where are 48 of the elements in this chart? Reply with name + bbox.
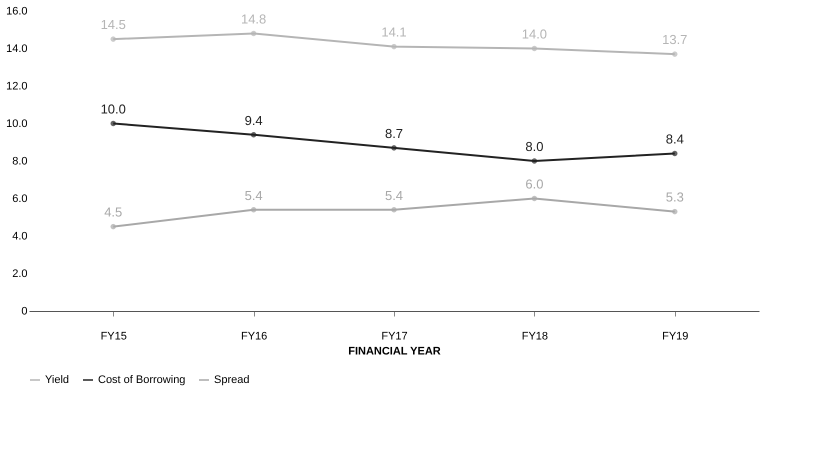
x-tick-label: FY15 — [100, 330, 127, 342]
data-label: 14.5 — [100, 17, 126, 32]
point — [532, 196, 538, 202]
point — [532, 158, 538, 164]
point — [391, 145, 397, 151]
data-label: 14.1 — [381, 24, 407, 40]
x-tick-label: FY18 — [522, 330, 548, 342]
legend-label: Yield — [45, 374, 70, 386]
point — [110, 224, 116, 230]
data-label: 9.4 — [244, 112, 263, 128]
data-label: 8.4 — [666, 132, 684, 146]
data-label: 14.0 — [522, 26, 548, 42]
legend-label: Spread — [214, 374, 250, 386]
y-tick-label: 14.0 — [6, 43, 28, 55]
y-tick-label: 6.0 — [12, 193, 28, 205]
y-tick-label: 16.0 — [6, 6, 28, 18]
point — [110, 120, 116, 126]
point — [391, 207, 397, 212]
y-tick-label: 10.0 — [6, 118, 28, 130]
point — [672, 150, 678, 156]
x-tick-label: FY19 — [662, 330, 688, 342]
point — [532, 46, 538, 52]
data-label: 5.4 — [384, 188, 404, 203]
data-label: 8.7 — [384, 126, 404, 141]
data-label: 10.0 — [100, 102, 126, 116]
point — [672, 51, 678, 57]
point — [250, 30, 256, 36]
y-tick-label: 8.0 — [12, 156, 28, 168]
y-tick-label: 0 — [21, 306, 28, 318]
data-label: 8.0 — [525, 139, 544, 154]
y-tick-label: 4.0 — [12, 230, 28, 242]
data-label: 6.0 — [525, 176, 544, 192]
legend-label: Cost of Borrowing — [98, 374, 186, 386]
y-tick-label: 12.0 — [6, 80, 28, 92]
data-label: 5.3 — [666, 190, 684, 205]
data-label: 14.8 — [240, 12, 266, 26]
data-label: 5.4 — [244, 188, 263, 203]
x-tick-label: FY16 — [240, 330, 268, 342]
data-label: 4.5 — [104, 204, 122, 220]
x-axis-title: FINANCIAL YEAR — [348, 346, 441, 358]
point — [110, 36, 116, 42]
data-label: 13.7 — [662, 32, 688, 48]
point — [672, 208, 678, 214]
point — [250, 132, 256, 138]
y-tick-label: 2.0 — [12, 268, 28, 280]
x-tick-label: FY17 — [381, 330, 408, 342]
point — [250, 207, 256, 212]
point — [391, 44, 397, 50]
